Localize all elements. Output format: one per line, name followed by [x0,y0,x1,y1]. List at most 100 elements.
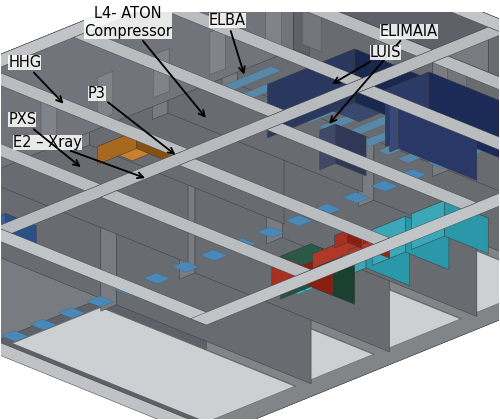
Polygon shape [190,106,500,325]
Polygon shape [0,0,294,262]
Polygon shape [195,239,266,269]
Text: E2 – Xray: E2 – Xray [13,135,143,178]
Polygon shape [74,31,90,151]
Polygon shape [280,244,354,274]
Polygon shape [354,49,446,140]
Polygon shape [272,257,298,292]
Polygon shape [406,216,449,270]
Polygon shape [238,0,432,164]
Polygon shape [432,172,500,252]
Polygon shape [372,257,384,262]
Polygon shape [152,0,362,84]
Polygon shape [294,289,306,294]
Polygon shape [180,159,390,244]
Polygon shape [385,72,500,129]
Text: PXS: PXS [8,113,79,166]
Polygon shape [432,56,500,142]
Polygon shape [222,0,432,56]
Polygon shape [334,231,361,241]
Polygon shape [74,31,284,116]
Polygon shape [2,331,28,341]
Polygon shape [358,86,374,207]
Polygon shape [115,284,142,295]
Polygon shape [354,264,367,269]
Polygon shape [0,49,500,420]
Polygon shape [0,27,488,341]
Polygon shape [374,86,500,279]
Polygon shape [0,49,294,284]
Polygon shape [210,26,225,75]
Polygon shape [381,254,393,259]
Polygon shape [116,275,374,380]
Polygon shape [0,142,222,325]
Polygon shape [136,131,172,163]
Polygon shape [90,31,284,224]
Polygon shape [358,86,500,172]
Polygon shape [374,172,432,197]
Polygon shape [220,66,282,91]
Polygon shape [0,105,101,298]
Polygon shape [222,0,432,56]
Polygon shape [268,49,354,138]
Polygon shape [336,124,366,176]
Polygon shape [0,186,172,266]
Polygon shape [320,124,336,170]
Polygon shape [0,142,222,420]
Text: ELBA: ELBA [209,13,246,73]
Polygon shape [101,191,311,276]
Polygon shape [313,234,381,261]
Polygon shape [371,181,398,192]
Polygon shape [0,105,101,191]
Polygon shape [41,94,56,143]
Polygon shape [372,216,406,265]
Polygon shape [456,146,483,157]
Polygon shape [206,113,500,420]
Polygon shape [311,282,324,287]
Polygon shape [346,268,358,273]
Polygon shape [152,0,362,84]
Polygon shape [180,159,195,279]
Polygon shape [429,72,500,168]
Polygon shape [0,214,36,240]
Polygon shape [294,58,488,137]
Polygon shape [278,0,293,56]
Polygon shape [448,143,500,245]
Polygon shape [447,60,466,111]
Polygon shape [12,307,101,344]
Polygon shape [266,3,281,52]
Polygon shape [400,169,426,180]
Polygon shape [190,106,500,420]
Polygon shape [168,0,362,192]
Polygon shape [334,231,347,248]
Polygon shape [257,227,284,238]
Polygon shape [74,31,284,116]
Polygon shape [116,191,311,384]
Polygon shape [0,142,222,325]
Polygon shape [229,238,256,249]
Polygon shape [348,239,390,255]
Polygon shape [195,159,390,352]
Polygon shape [294,0,310,56]
Text: P3: P3 [88,86,174,154]
Polygon shape [200,250,228,261]
Polygon shape [364,261,376,266]
Polygon shape [266,239,461,319]
Polygon shape [0,105,101,191]
Polygon shape [375,31,394,81]
Polygon shape [168,87,416,188]
Polygon shape [101,191,311,276]
Polygon shape [398,138,458,163]
Polygon shape [376,239,390,258]
Polygon shape [222,87,416,167]
Polygon shape [311,244,354,304]
Polygon shape [390,102,398,152]
Polygon shape [280,90,340,115]
Polygon shape [0,221,85,337]
Polygon shape [260,82,321,107]
Polygon shape [101,307,296,386]
Polygon shape [116,275,180,301]
Polygon shape [432,56,448,176]
Polygon shape [30,319,57,330]
Polygon shape [0,186,172,294]
Polygon shape [195,239,461,348]
